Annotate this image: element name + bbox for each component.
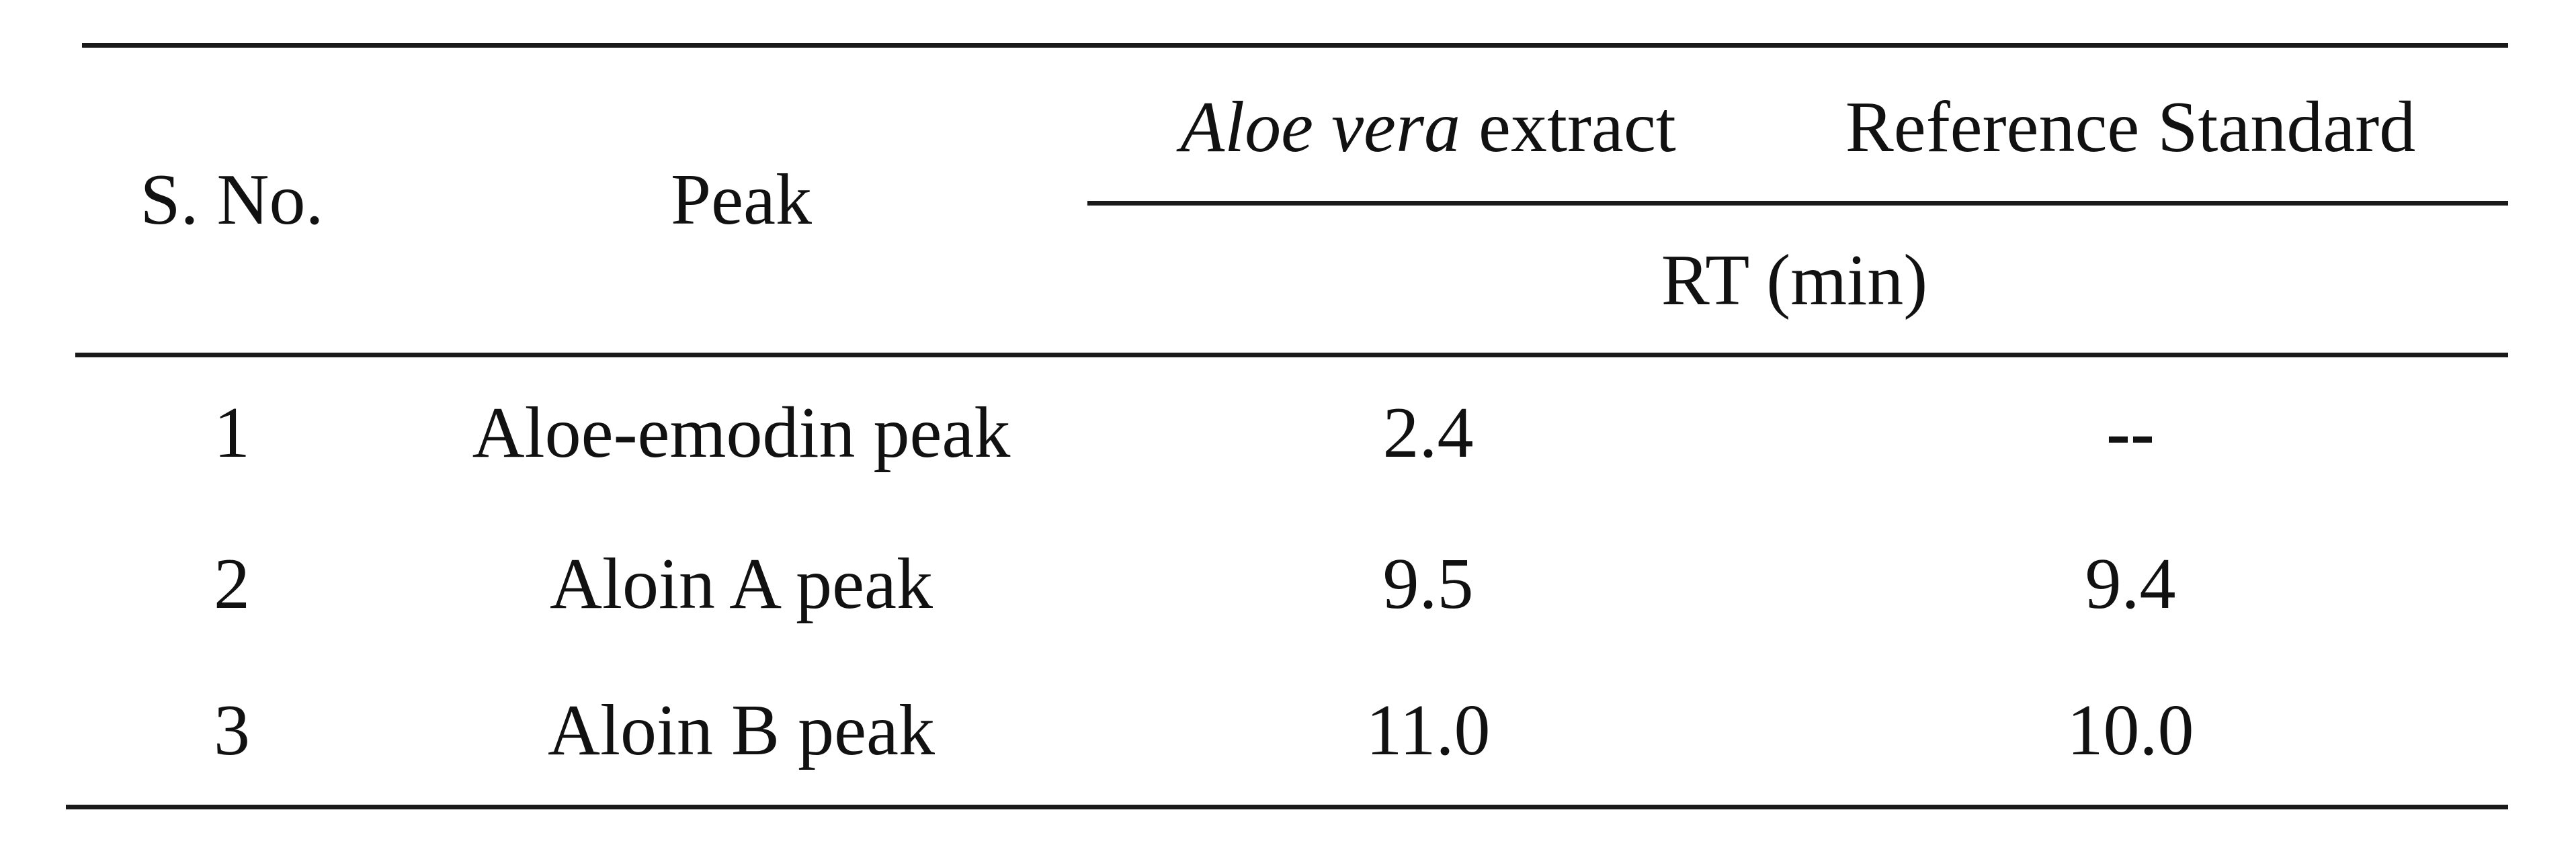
header-sno: S. No.: [140, 160, 324, 240]
header-aloe-vera-extract: Aloe vera extract: [1180, 91, 1676, 164]
table-row-2-reference: 9.4: [2085, 544, 2176, 624]
table-row-1-aloe: 2.4: [1382, 393, 1474, 473]
header-peak: Peak: [671, 160, 812, 240]
header-extract-text: extract: [1460, 87, 1676, 167]
bottom-rule: [66, 805, 2508, 809]
table-row-1-peak: Aloe-emodin peak: [472, 393, 1011, 473]
table-row-1-reference: --: [2106, 393, 2155, 473]
table-row-2-sno: 2: [214, 544, 250, 624]
header-aloe-vera-italic: Aloe vera: [1180, 87, 1461, 167]
table-row-3-sno: 3: [214, 690, 250, 770]
header-rt-min: RT (min): [1661, 240, 1928, 320]
subheader-rule: [1087, 201, 2508, 206]
header-reference-standard: Reference Standard: [1845, 87, 2416, 167]
table-row-3-peak: Aloin B peak: [548, 690, 935, 770]
top-rule: [82, 43, 2508, 48]
table-row-3-reference: 10.0: [2067, 690, 2194, 770]
table-row-2-aloe: 9.5: [1382, 544, 1474, 624]
table-row-3-aloe: 11.0: [1366, 690, 1491, 770]
table-row-1-sno: 1: [214, 393, 250, 473]
header-bottom-rule: [75, 353, 2508, 357]
table-row-2-peak: Aloin A peak: [550, 544, 933, 624]
